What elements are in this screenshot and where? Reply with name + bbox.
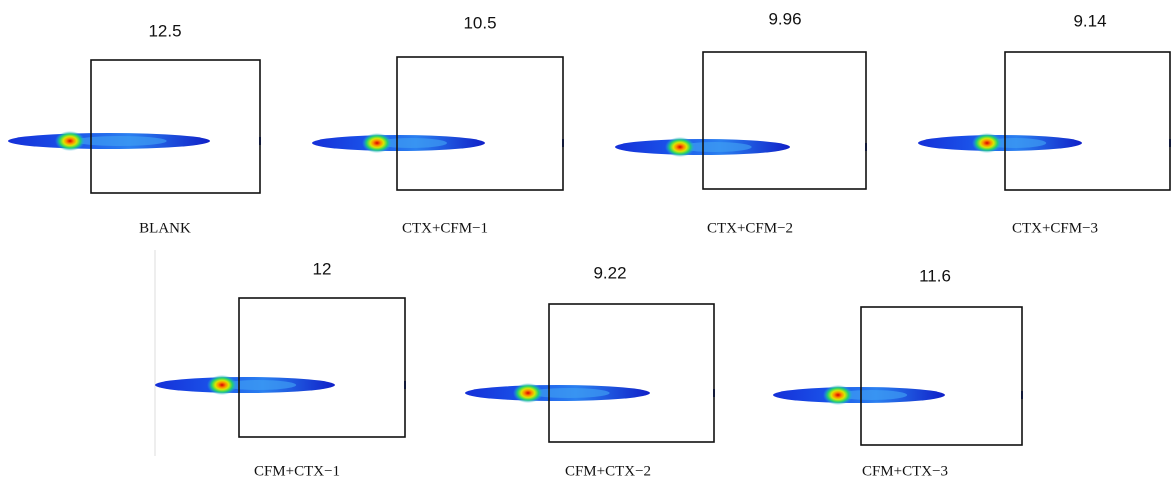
sample-label: CTX+CFM−3 [1012,220,1098,236]
gate [90,59,261,194]
sample-label: CFM+CTX−1 [254,463,340,479]
flow-panel: 12 CFM+CTX−1 [155,259,406,479]
scatter-hotspot [665,137,695,157]
sample-label: BLANK [139,220,191,236]
scatter-hotspot [362,133,392,153]
gate-value: 9.14 [1073,11,1106,30]
gate [1004,51,1171,191]
scatter-core [375,138,447,148]
sample-label: CFM+CTX−3 [862,463,948,479]
scatter-core [835,390,908,400]
flow-panel: 12.5 BLANK [8,21,261,236]
gate [860,306,1023,446]
flow-panel: 11.6 CFM+CTX−3 [773,266,1023,479]
gate [702,51,867,190]
sample-label: CTX+CFM−1 [402,220,488,236]
gate-value: 10.5 [463,13,496,32]
gate [548,303,715,443]
gate-value: 12 [313,259,332,278]
scatter-hotspot [207,375,237,395]
flow-panel: 9.14 CTX+CFM−3 [918,11,1171,236]
flow-panel: 9.22 CFM+CTX−2 [465,263,715,479]
gate-value: 9.22 [593,263,626,282]
scatter-hotspot [55,131,85,151]
gate-value: 9.96 [768,9,801,28]
scatter-hotspot [972,133,1002,153]
sample-label: CFM+CTX−2 [565,463,651,479]
scatter-hotspot [513,383,543,403]
gate-value: 11.6 [919,266,951,285]
flow-panel: 9.96 CTX+CFM−2 [615,9,867,236]
gate-value: 12.5 [148,21,181,40]
scatter-hotspot [823,385,853,405]
gate [396,56,564,191]
scatter-core [73,136,167,146]
gate [238,297,406,438]
sample-label: CTX+CFM−2 [707,220,793,236]
flow-panel: 10.5 CTX+CFM−1 [312,13,564,236]
scatter-core [678,142,752,152]
